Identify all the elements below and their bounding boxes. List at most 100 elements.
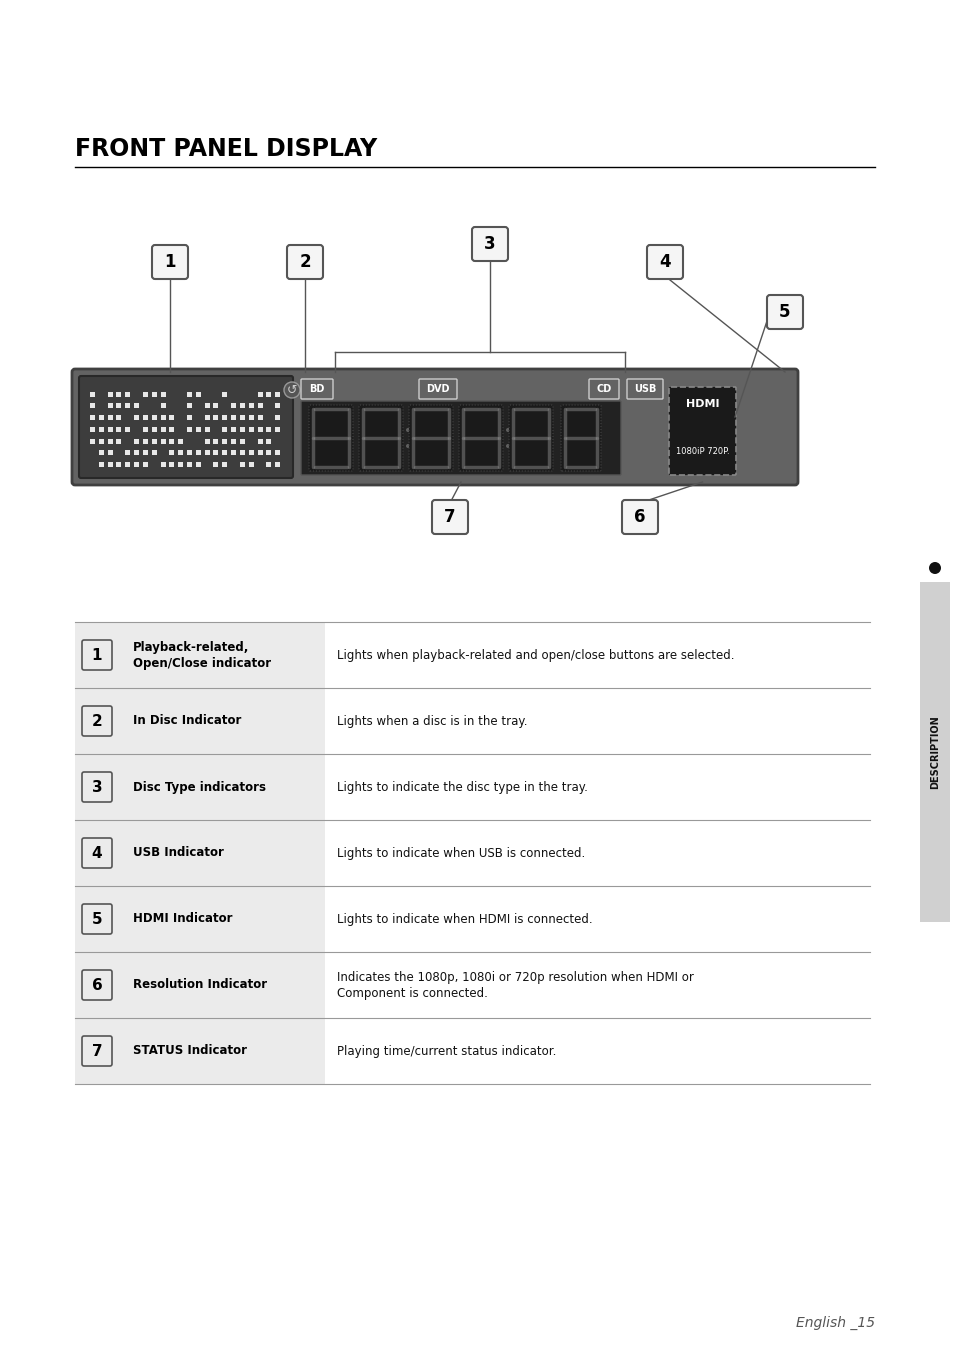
Text: Resolution Indicator: Resolution Indicator [132,979,267,991]
FancyBboxPatch shape [71,369,797,485]
Text: 5: 5 [91,911,102,926]
FancyBboxPatch shape [82,772,112,802]
Bar [257,392,262,396]
Bar [143,462,148,466]
Text: STATUS Indicator: STATUS Indicator [132,1045,247,1057]
Bar [125,392,131,396]
Bar [239,450,245,456]
FancyBboxPatch shape [458,406,502,470]
FancyBboxPatch shape [668,387,735,475]
Bar [266,462,271,466]
Bar [134,438,139,443]
FancyBboxPatch shape [588,379,618,399]
FancyBboxPatch shape [646,245,682,279]
Bar [160,462,166,466]
Bar [195,392,201,396]
Text: 5: 5 [779,303,790,320]
Bar [205,403,210,408]
Text: 1: 1 [91,648,102,662]
Bar [143,450,148,456]
Bar [274,392,280,396]
Bar [239,415,245,420]
Text: 7: 7 [444,508,456,526]
Bar [108,392,112,396]
Bar [187,392,192,396]
Bar [170,450,174,456]
Text: 4: 4 [659,253,670,270]
FancyBboxPatch shape [82,1036,112,1065]
Bar [178,462,183,466]
Bar [249,415,253,420]
Bar [170,462,174,466]
Bar [222,427,227,431]
Bar [205,450,210,456]
Bar [325,622,869,688]
Text: 1080iP 720P.: 1080iP 720P. [675,448,728,457]
Bar [90,392,95,396]
Bar [170,415,174,420]
Bar [195,427,201,431]
FancyBboxPatch shape [82,904,112,934]
Bar [143,438,148,443]
Text: Open/Close indicator: Open/Close indicator [132,657,271,671]
Bar [99,427,104,431]
Bar [266,392,271,396]
FancyBboxPatch shape [82,706,112,735]
Bar [205,427,210,431]
Text: 1: 1 [164,253,175,270]
Bar [231,450,235,456]
Bar [325,821,869,886]
Bar [257,427,262,431]
Text: Playing time/current status indicator.: Playing time/current status indicator. [336,1045,556,1057]
Bar [222,415,227,420]
Bar [152,450,156,456]
Bar [274,427,280,431]
Bar [99,438,104,443]
Bar [213,450,218,456]
Bar [239,427,245,431]
Bar [257,450,262,456]
Bar [257,415,262,420]
Bar [99,450,104,456]
Bar [274,450,280,456]
FancyBboxPatch shape [301,379,333,399]
Bar [116,438,121,443]
Bar [213,462,218,466]
Circle shape [406,443,410,448]
Text: HDMI Indicator: HDMI Indicator [132,913,233,926]
Bar [213,415,218,420]
Bar [75,821,325,886]
Text: Lights to indicate when HDMI is connected.: Lights to indicate when HDMI is connecte… [336,913,592,926]
Bar [919,581,949,922]
Bar [160,427,166,431]
FancyBboxPatch shape [82,838,112,868]
Bar [160,415,166,420]
Bar [152,415,156,420]
Bar [108,450,112,456]
Circle shape [505,429,510,433]
Bar [249,462,253,466]
Bar [108,403,112,408]
Bar [195,462,201,466]
Bar [152,392,156,396]
Bar [125,462,131,466]
Bar [75,622,325,688]
Text: HDMI: HDMI [685,399,719,410]
Circle shape [505,443,510,448]
Bar [143,392,148,396]
Bar [108,438,112,443]
Bar [231,427,235,431]
FancyBboxPatch shape [626,379,662,399]
Bar [205,415,210,420]
Bar [75,1018,325,1084]
Bar [222,462,227,466]
Bar [266,427,271,431]
Bar [274,462,280,466]
Text: DVD: DVD [426,384,449,393]
Text: ↺: ↺ [287,384,297,396]
Bar [75,754,325,821]
Bar [249,450,253,456]
FancyBboxPatch shape [79,376,293,479]
Bar [108,415,112,420]
Bar [222,450,227,456]
